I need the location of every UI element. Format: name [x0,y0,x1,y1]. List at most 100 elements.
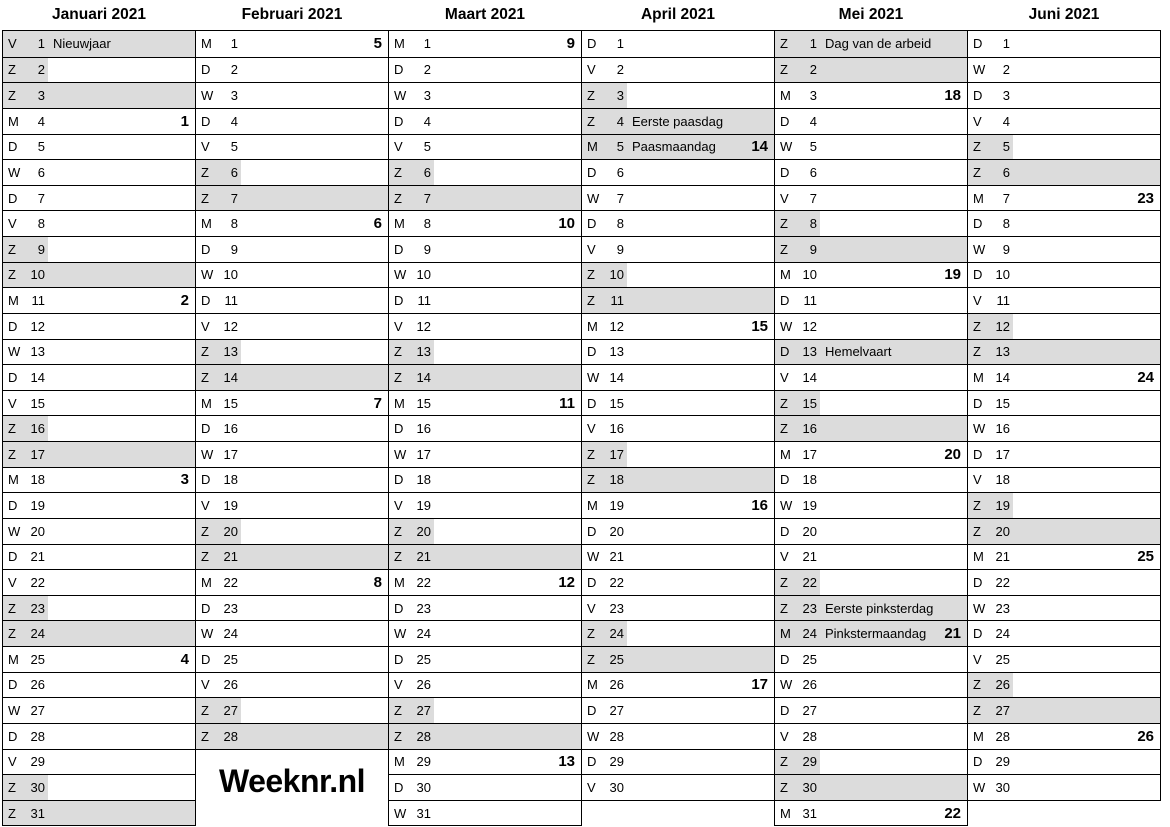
weekday-letter: Z [780,754,788,770]
day-row: D 20 [775,517,967,544]
weekday-letter: V [973,293,982,309]
day-row: Z 13 [389,338,581,365]
weekday-letter: Z [201,164,209,180]
day-row: V 29 [3,748,195,775]
weekday-letter: D [394,421,404,437]
week-number: 2 [180,292,189,310]
day-number: 23 [223,600,238,616]
day-row: Z 24 [582,620,774,646]
day-row: Z 17 [3,441,195,467]
weekday-letter: Z [201,549,209,565]
day-number: 13 [416,344,431,360]
day-row: Z 13 [196,338,388,365]
month-title: April 2021 [640,6,716,23]
day-number: 3 [616,88,624,104]
week-number: 8 [373,573,382,591]
day-row: V 11 [968,287,1160,313]
day-row: D 15 [582,389,774,416]
week-number: 23 [1137,189,1154,207]
day-number: 7 [423,190,431,206]
day-row: Z 30 [775,774,967,800]
day-number: 13 [30,344,45,360]
day-number: 2 [809,62,817,78]
weekday-letter: W [973,241,986,257]
weekday-letter: W [587,728,600,744]
weekday-letter: D [780,523,790,539]
day-number: 1 [230,36,238,52]
weekday-letter: W [587,549,600,565]
day-number: 17 [802,446,817,462]
day-row: W 24 [389,620,581,646]
weekday-letter: Z [780,574,788,590]
weekday-letter: Z [973,703,981,719]
weekday-letter: M [973,728,984,744]
day-row: Z 10 [582,261,774,288]
weekday-letter: D [587,754,597,770]
weekday-letter: Z [587,472,595,488]
day-number: 23 [30,600,45,616]
weekday-letter: Z [973,677,981,693]
weekday-letter: M [201,216,212,232]
day-row: D 27 [582,697,774,723]
day-number: 16 [416,421,431,437]
weekday-letter: V [201,677,210,693]
day-row: V 14 [775,364,967,390]
weekday-letter: W [394,626,407,642]
weekday-letter: V [587,241,596,257]
weekday-letter: Z [973,523,981,539]
day-number: 23 [802,600,817,616]
day-number: 6 [809,164,817,180]
day-number: 8 [1002,216,1010,232]
day-number: 15 [416,395,431,411]
day-number: 12 [995,318,1010,334]
weekday-letter: D [8,318,18,334]
weekday-letter: M [973,549,984,565]
weekday-letter: Z [201,344,209,360]
day-row: Z 10 [3,261,195,288]
weekday-letter: Z [8,267,16,283]
day-number: 13 [609,344,624,360]
day-number: 8 [37,216,45,232]
day-number: 26 [995,677,1010,693]
weekday-letter: D [973,267,983,283]
day-number: 29 [995,754,1010,770]
day-row: Z 27 [968,697,1160,723]
weekday-letter: V [587,421,596,437]
day-number: 12 [802,318,817,334]
week-number: 14 [751,138,768,156]
day-number: 24 [223,626,238,642]
week-number: 18 [944,87,961,105]
day-number: 28 [995,728,1010,744]
day-number: 26 [802,677,817,693]
day-row: W 26 [775,671,967,698]
weekday-letter: W [973,600,986,616]
day-number: 10 [416,267,431,283]
weekday-letter: D [8,190,18,206]
day-number: 26 [416,677,431,693]
weekday-letter: W [587,190,600,206]
day-number: 3 [1002,88,1010,104]
day-number: 11 [803,293,818,309]
weekday-letter: Z [8,600,16,616]
day-row: W 28 [582,722,774,749]
day-number: 2 [37,62,45,78]
day-number: 1 [423,36,431,52]
day-number: 17 [30,446,45,462]
week-number: 1 [180,112,189,130]
day-number: 23 [609,600,624,616]
weekday-letter: W [201,446,214,462]
weekday-letter: Z [587,293,595,309]
day-row: Z 22 [775,569,967,595]
day-row: Z 16 [3,415,195,441]
day-row: D 26 [3,671,195,698]
weekday-letter: V [394,498,403,514]
day-number: 21 [995,549,1010,565]
day-number: 16 [223,421,238,437]
day-row: D 17 [968,441,1160,467]
day-row: Z 28 [196,722,388,749]
